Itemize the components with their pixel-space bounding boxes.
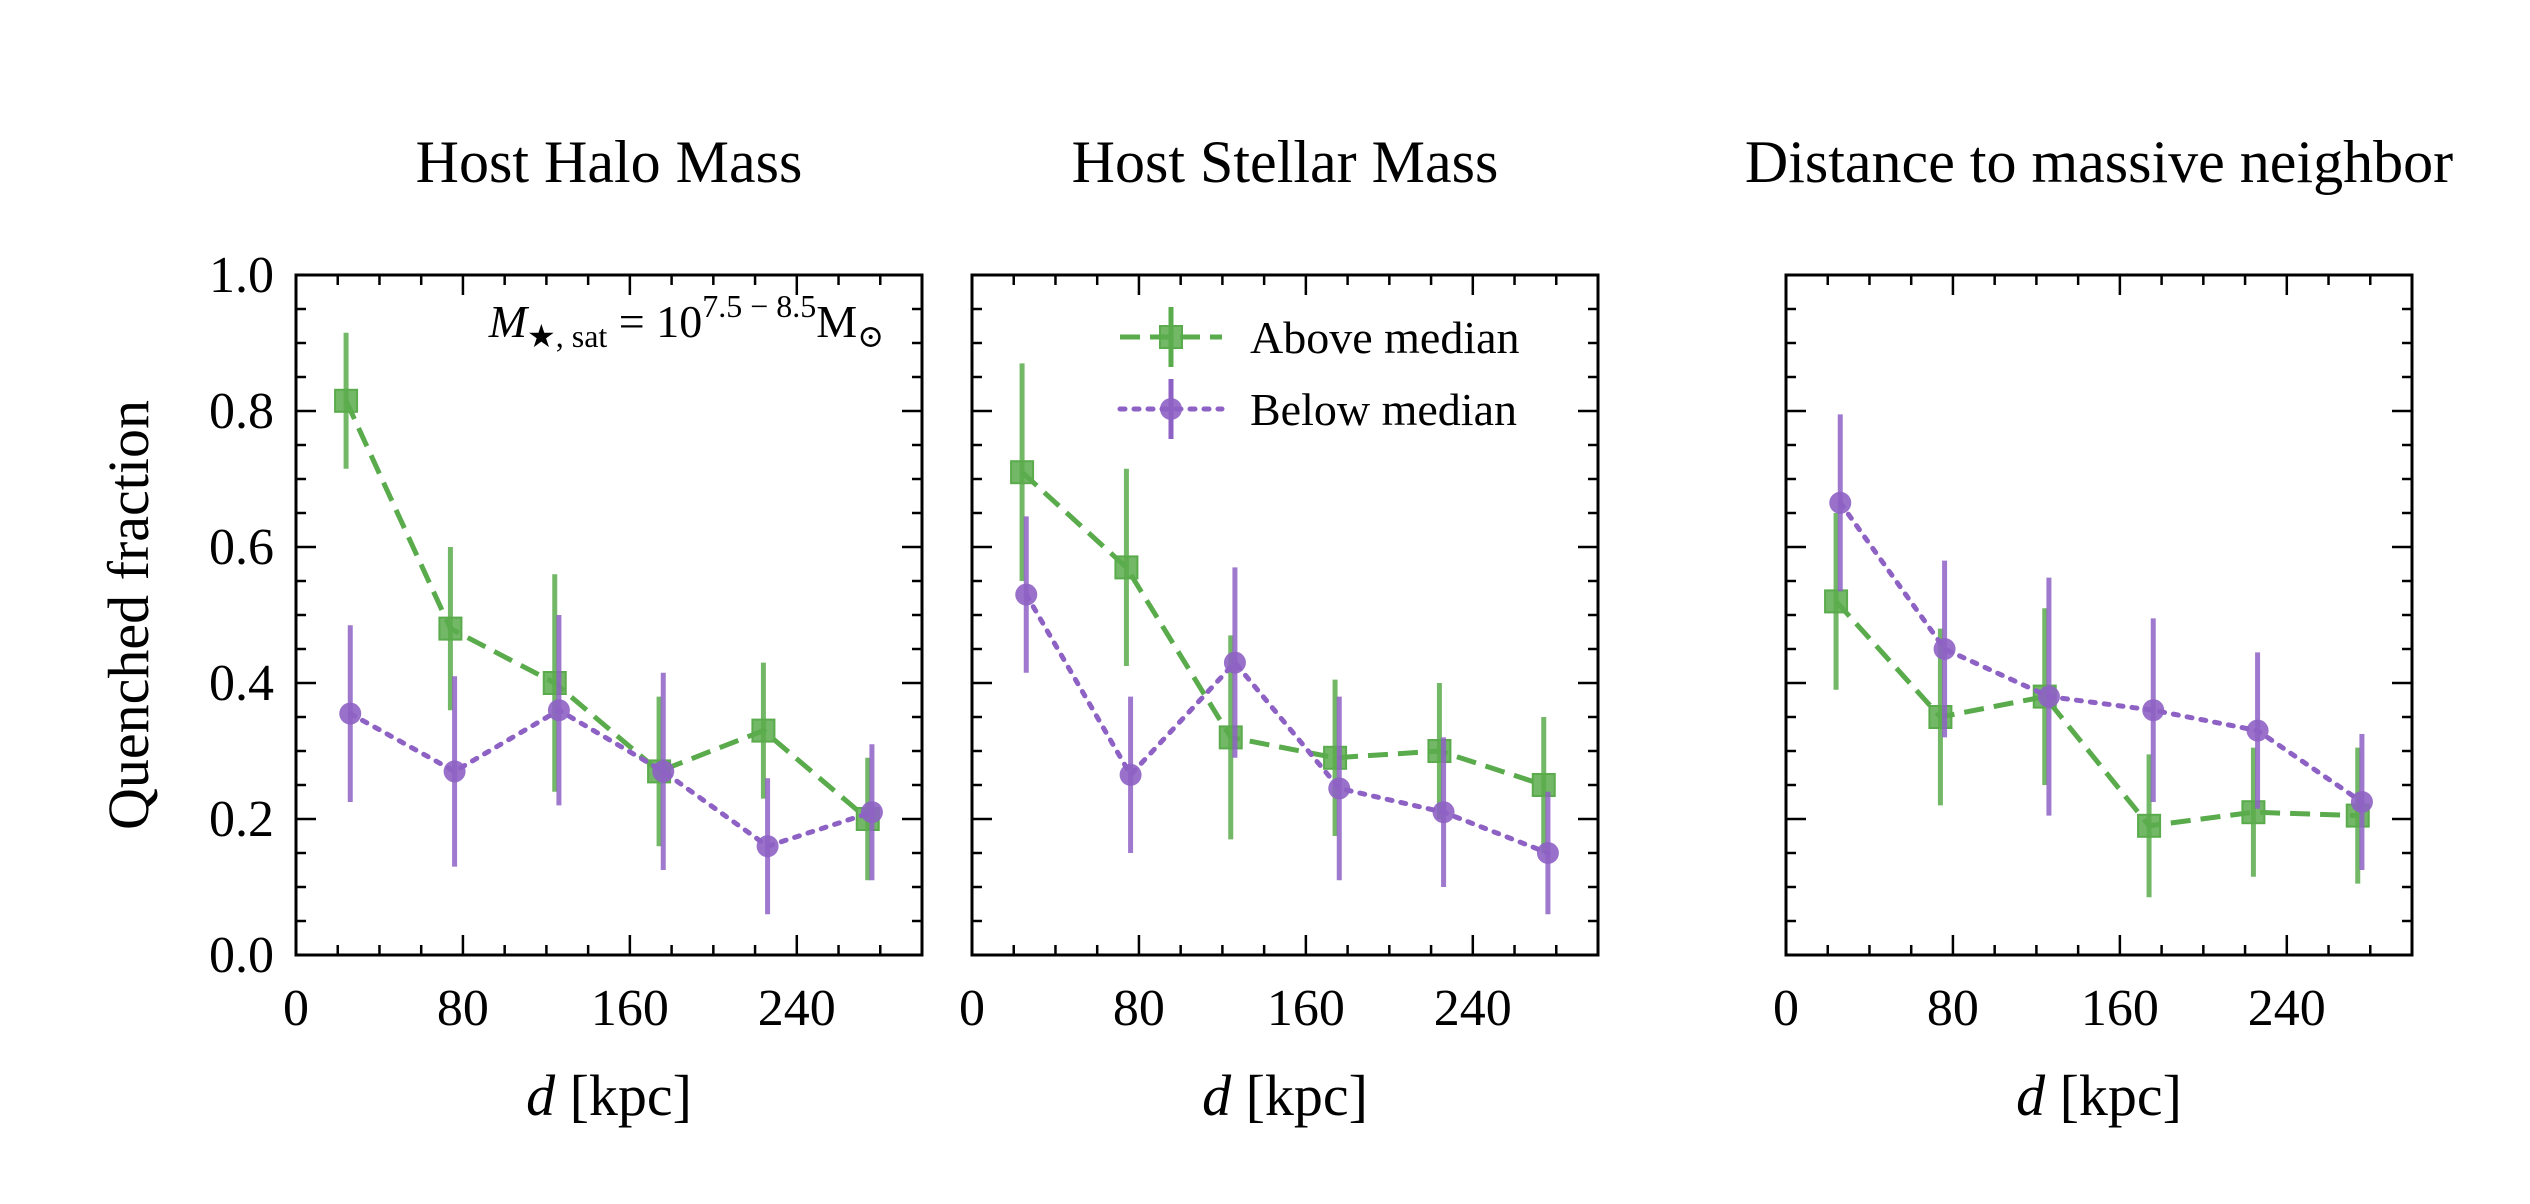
data-point (542, 671, 567, 695)
data-point (547, 699, 570, 722)
y-tick-label: 0.8 (209, 383, 274, 440)
data-point (1427, 739, 1452, 763)
x-tick-label: 160 (591, 980, 669, 1037)
axes-frame (970, 273, 1600, 957)
panel-title: Host Halo Mass (416, 129, 803, 195)
data-point (334, 388, 359, 413)
y-tick-label: 0.0 (209, 927, 274, 984)
series-line (1023, 592, 1551, 856)
data-point (1015, 583, 1038, 606)
legend-entry-below: Below median (1117, 379, 1517, 439)
data-point (1010, 460, 1035, 485)
data-point (1829, 491, 1852, 514)
panel-title: Distance to massive neighbor (1745, 129, 2453, 195)
series-below (1015, 516, 1559, 915)
mass-range-annotation: M★, sat = 107.5 − 8.5M⊙ (488, 288, 884, 354)
data-point (2142, 699, 2165, 722)
panel-1: Host Halo Mass 0 80 160 240 0.0 0.2 0.4 0.6 0.8 1.… (96, 129, 924, 1128)
series-below (1829, 414, 2373, 870)
data-point (339, 702, 362, 725)
data-point (443, 760, 466, 783)
panels-group: Host Halo Mass 0 80 160 240 0.0 0.2 0.4 0.6 0.8 1.… (96, 129, 2453, 1128)
x-axis-label: d [kpc] (1202, 1063, 1368, 1128)
x-tick-label: 160 (2081, 980, 2159, 1037)
y-tick-label: 0.2 (209, 791, 274, 848)
data-point (438, 616, 463, 641)
series-above (1010, 363, 1556, 853)
x-tick-label: 240 (1434, 980, 1512, 1037)
legend-label: Below median (1250, 384, 1517, 435)
series-line (1837, 500, 2365, 805)
x-tick-label: 160 (1267, 980, 1345, 1037)
data-point (1223, 651, 1246, 674)
series-above (334, 332, 880, 881)
y-tick-label: 1.0 (209, 247, 274, 304)
y-tick-label: 0.6 (209, 519, 274, 576)
series-below (339, 615, 883, 915)
data-point (756, 835, 779, 858)
x-tick-label: 80 (1113, 980, 1165, 1037)
data-point (1328, 777, 1351, 800)
data-point (1323, 745, 1348, 770)
y-axis-label: Quenched fraction (96, 400, 161, 830)
data-point (1531, 773, 1556, 797)
data-point (2246, 719, 2269, 742)
data-point (1119, 763, 1142, 786)
x-tick-label: 0 (959, 980, 985, 1037)
data-point (1114, 555, 1139, 580)
x-tick-label: 0 (1773, 980, 1799, 1037)
series-line (347, 707, 875, 849)
x-axis-label: d [kpc] (526, 1063, 692, 1128)
data-point (1928, 705, 1953, 729)
panel-title: Host Stellar Mass (1072, 129, 1499, 195)
legend-label: Above median (1250, 312, 1520, 363)
x-tick-label: 240 (2248, 980, 2326, 1037)
panel-2: Host Stellar Mass 0 80 160 240 d [kpc] Above m… (959, 129, 1600, 1128)
legend: Above median Below median (1117, 307, 1520, 439)
data-point (2137, 813, 2162, 838)
data-point (860, 801, 883, 824)
series-above (1824, 513, 2370, 898)
panel-3: Distance to massive neighbor 0 80 160 240 d [… (1745, 129, 2453, 1128)
x-tick-label: 80 (1927, 980, 1979, 1037)
x-tick-label: 240 (758, 980, 836, 1037)
axes-frame (1784, 273, 2414, 957)
legend-marker (1160, 398, 1182, 420)
x-tick-label: 0 (283, 980, 309, 1037)
data-point (751, 718, 776, 743)
legend-marker (1159, 325, 1183, 349)
data-point (1933, 638, 1956, 660)
data-point (652, 760, 675, 783)
axes-frame (294, 273, 924, 957)
legend-entry-above: Above median (1120, 307, 1520, 367)
data-point (1218, 725, 1243, 750)
data-point (1824, 589, 1849, 614)
data-point (1536, 842, 1559, 864)
data-point (2350, 791, 2373, 813)
y-tick-label: 0.4 (209, 655, 274, 712)
x-tick-label: 80 (437, 980, 489, 1037)
series-line (1834, 599, 2358, 829)
data-point (1432, 801, 1455, 824)
series-line (343, 399, 870, 821)
data-point (2037, 685, 2060, 708)
series-line (1020, 470, 1545, 788)
data-point (2241, 800, 2266, 825)
x-axis-label: d [kpc] (2016, 1063, 2182, 1128)
